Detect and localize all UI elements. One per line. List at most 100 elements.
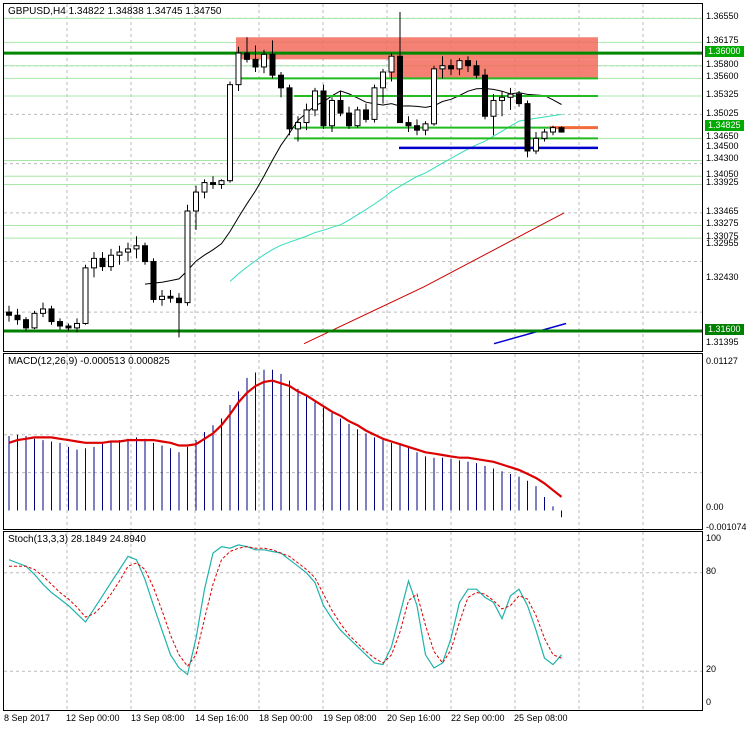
candle-body xyxy=(422,123,429,131)
candle-body xyxy=(397,55,403,124)
candle-body xyxy=(371,87,378,120)
time-axis-label: 12 Sep 00:00 xyxy=(66,713,120,723)
candle-body xyxy=(108,254,114,268)
candle-body xyxy=(99,257,106,268)
macd-signal-line xyxy=(8,379,563,498)
teal-moving-average xyxy=(229,113,562,282)
candle-body xyxy=(354,109,361,127)
candle-body xyxy=(278,74,284,89)
stochastic-panel[interactable]: Stoch(13,3,3) 28.1849 24.8940 xyxy=(3,531,703,711)
candle-body xyxy=(184,210,191,304)
candle-body xyxy=(380,71,386,89)
candle-body xyxy=(363,109,369,120)
price-scale-label: 1.32430 xyxy=(706,271,739,282)
candle-body xyxy=(176,297,182,304)
candle-body xyxy=(48,308,55,323)
candle-body xyxy=(499,96,505,101)
candle-body xyxy=(235,52,242,86)
candle-body xyxy=(312,90,318,111)
candle-body xyxy=(57,321,63,327)
macd-chart-svg[interactable] xyxy=(4,354,702,529)
candle-body xyxy=(456,60,463,70)
candle-body xyxy=(414,125,420,131)
candle-body xyxy=(40,308,46,314)
price-scale-label: 1.35025 xyxy=(706,107,739,118)
candle-body xyxy=(431,68,437,125)
price-scale-label: 1.31395 xyxy=(706,337,739,347)
time-axis-label: 18 Sep 00:00 xyxy=(259,713,313,723)
candle-body xyxy=(210,182,216,185)
candle-body xyxy=(252,58,259,68)
price-chart-panel[interactable]: GBPUSD,H4 1.34822 1.34838 1.34745 1.3475… xyxy=(3,3,703,352)
candle-body xyxy=(227,84,233,182)
time-axis-label: 20 Sep 16:00 xyxy=(387,713,441,723)
candle-body xyxy=(201,182,208,193)
candle-body xyxy=(448,65,454,70)
time-axis-label: 25 Sep 08:00 xyxy=(514,713,568,723)
time-axis-label: 8 Sep 2017 xyxy=(4,713,51,723)
candle-body xyxy=(337,99,344,114)
stochastic-main-line xyxy=(8,544,562,676)
candle-body xyxy=(74,322,80,329)
candle-body xyxy=(6,311,12,316)
price-scale-highlight: 1.31600 xyxy=(705,324,744,336)
candle-body xyxy=(14,314,21,321)
candle-body xyxy=(507,93,514,98)
candle-body xyxy=(524,103,531,152)
price-scale-label: 1.34300 xyxy=(706,153,739,164)
stochastic-scale-label: 100 xyxy=(706,533,722,543)
candle-body xyxy=(473,65,480,76)
candle-body xyxy=(346,112,352,127)
candle-body xyxy=(558,127,565,133)
candle-body xyxy=(31,312,38,329)
price-scale-label: 1.33275 xyxy=(706,218,739,229)
candle-body xyxy=(65,325,72,329)
candle-body xyxy=(167,295,174,299)
price-scale-label: 1.35600 xyxy=(706,71,739,82)
macd-title: MACD(12,26,9) -0.000513 0.000825 xyxy=(8,356,170,367)
candle-body xyxy=(295,122,301,130)
candle-body xyxy=(133,245,140,250)
candle-body xyxy=(218,180,225,185)
candle-body xyxy=(533,137,539,152)
candle-body xyxy=(465,60,471,67)
candle-body xyxy=(490,99,497,117)
candle-body xyxy=(482,74,488,117)
macd-panel[interactable]: MACD(12,26,9) -0.000513 0.000825 xyxy=(3,353,703,530)
time-axis-label: 19 Sep 08:00 xyxy=(323,713,377,723)
blue-moving-average xyxy=(493,322,567,345)
macd-scale-label: -0.001074 xyxy=(706,522,746,532)
time-axis-label: 22 Sep 00:00 xyxy=(451,713,505,723)
time-axis-label: 14 Sep 16:00 xyxy=(195,713,249,723)
price-chart-svg[interactable] xyxy=(4,4,702,351)
candle-body xyxy=(159,295,165,300)
candle-body xyxy=(261,53,267,68)
price-scale-label: 1.36175 xyxy=(706,35,739,45)
stochastic-signal-line xyxy=(9,546,562,668)
price-scale-label: 1.33925 xyxy=(706,177,739,188)
candle-body xyxy=(142,245,148,263)
candle-body xyxy=(303,109,310,124)
resistance-zone-upper xyxy=(236,37,598,60)
candle-body xyxy=(550,127,556,133)
candle-body xyxy=(405,122,412,127)
price-scale-label: 1.36550 xyxy=(706,11,739,22)
candle-body xyxy=(516,93,522,105)
price-scale-label: 1.35800 xyxy=(706,58,739,69)
candle-body xyxy=(269,53,276,76)
candle-body xyxy=(329,99,335,127)
price-scale-label: 1.32955 xyxy=(706,238,739,249)
stochastic-scale-label: 20 xyxy=(706,664,717,675)
candle-body xyxy=(193,191,199,212)
stochastic-chart-svg[interactable] xyxy=(4,532,702,710)
price-scale-label: 1.34050 xyxy=(706,169,739,180)
price-scale-highlight: 1.36000 xyxy=(705,46,744,58)
candle-body xyxy=(244,52,250,60)
resistance-zone-lower xyxy=(389,59,598,79)
price-scale-label: 1.35325 xyxy=(706,88,739,99)
candle-body xyxy=(320,90,327,127)
candle-body xyxy=(150,261,157,300)
price-scale-label: 1.34500 xyxy=(706,140,739,151)
price-scale-highlight: 1.34825 xyxy=(705,120,744,132)
time-axis-label: 13 Sep 08:00 xyxy=(131,713,185,723)
